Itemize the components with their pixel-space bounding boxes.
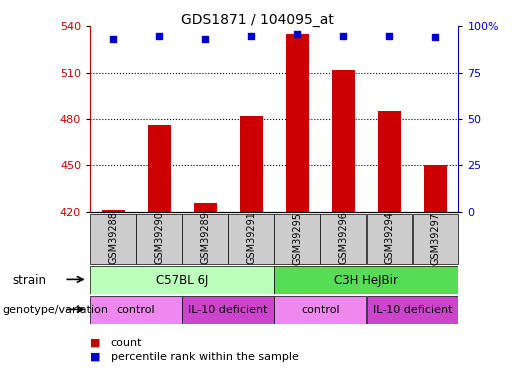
Bar <box>90 296 182 324</box>
Text: IL-10 deficient: IL-10 deficient <box>372 305 452 315</box>
Bar <box>182 296 274 324</box>
Bar <box>378 111 401 212</box>
Text: GSM39288: GSM39288 <box>108 211 118 264</box>
Text: genotype/variation: genotype/variation <box>3 305 109 315</box>
Point <box>431 34 439 40</box>
Point <box>385 33 393 39</box>
Text: control: control <box>117 305 156 315</box>
Point <box>109 36 117 42</box>
Bar <box>367 214 412 264</box>
Bar <box>136 214 182 264</box>
Bar <box>413 214 458 264</box>
Bar <box>239 116 263 212</box>
Point <box>247 33 255 39</box>
Point <box>155 33 163 39</box>
Text: GSM39295: GSM39295 <box>292 211 302 264</box>
Text: ■: ■ <box>90 352 100 362</box>
Bar <box>229 214 274 264</box>
Bar <box>182 214 228 264</box>
Text: GSM39297: GSM39297 <box>431 211 440 264</box>
Text: GSM39291: GSM39291 <box>246 211 256 264</box>
Text: GSM39296: GSM39296 <box>338 211 348 264</box>
Bar <box>367 296 458 324</box>
Text: control: control <box>301 305 339 315</box>
Text: strain: strain <box>13 274 47 286</box>
Text: C3H HeJBir: C3H HeJBir <box>334 274 398 287</box>
Text: GSM39294: GSM39294 <box>384 211 394 264</box>
Text: GDS1871 / 104095_at: GDS1871 / 104095_at <box>181 13 334 27</box>
Point <box>293 31 301 37</box>
Bar <box>286 34 309 212</box>
Text: IL-10 deficient: IL-10 deficient <box>188 305 268 315</box>
Bar <box>148 125 170 212</box>
Bar <box>90 214 136 264</box>
Text: percentile rank within the sample: percentile rank within the sample <box>111 352 299 362</box>
Bar <box>194 202 217 212</box>
Text: count: count <box>111 338 142 348</box>
Text: C57BL 6J: C57BL 6J <box>156 274 209 287</box>
Bar <box>101 210 125 212</box>
Point <box>201 36 209 42</box>
Bar <box>274 296 366 324</box>
Point <box>339 33 348 39</box>
Bar <box>424 165 447 212</box>
Bar <box>320 214 366 264</box>
Bar <box>332 70 355 212</box>
Text: ■: ■ <box>90 338 100 348</box>
Bar <box>274 214 320 264</box>
Text: GSM39289: GSM39289 <box>200 211 210 264</box>
Bar <box>274 266 458 294</box>
Text: GSM39290: GSM39290 <box>154 211 164 264</box>
Bar <box>90 266 274 294</box>
